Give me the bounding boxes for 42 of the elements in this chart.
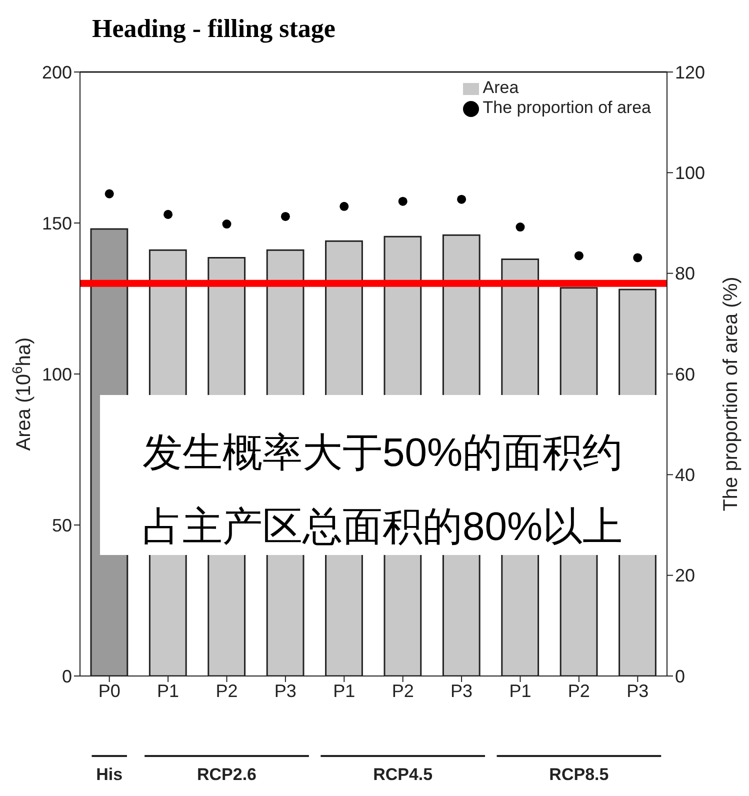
x-tick-label: P1 — [509, 680, 532, 701]
y-tick-label: 200 — [42, 62, 72, 82]
x-tick-label: P3 — [626, 680, 649, 701]
point — [516, 222, 525, 232]
y-tick-label: 50 — [52, 515, 72, 536]
y2-tick-label: 0 — [675, 666, 686, 686]
y2-tick-label: 120 — [675, 62, 706, 82]
y2-tick-label: 60 — [675, 364, 696, 384]
y-tick-label: 100 — [42, 364, 72, 384]
x-tick-label: P1 — [157, 680, 180, 701]
x-tick-label: P1 — [333, 680, 356, 701]
point — [633, 253, 642, 262]
x-tick-label: P2 — [568, 680, 590, 701]
x-tick-label: P2 — [392, 680, 414, 701]
x-tick-label: P0 — [98, 680, 120, 701]
chart-title: Heading - filling stage — [92, 14, 336, 44]
point — [164, 210, 173, 219]
y2-tick-label: 20 — [675, 566, 696, 586]
point — [574, 251, 584, 260]
point — [457, 194, 466, 204]
point — [340, 202, 349, 211]
x-tick-label: P3 — [450, 680, 473, 701]
text: RCP2.6 — [196, 765, 257, 784]
annotation: 发生概率大于50%的面积约 — [142, 431, 623, 475]
text: RCP4.5 — [373, 765, 433, 784]
legend-label: Area — [482, 78, 519, 97]
text: His — [96, 765, 123, 784]
point — [104, 189, 114, 198]
y2-tick-label: 80 — [675, 264, 696, 284]
text: RCP8.5 — [549, 765, 609, 784]
y2-tick-label: 40 — [675, 465, 696, 486]
legend-label: The proportion of area — [482, 98, 651, 117]
point — [280, 212, 290, 221]
annotation: 占主产区总面积的80%以上 — [142, 505, 623, 549]
y2-tick-label: 100 — [675, 163, 706, 184]
point — [222, 220, 232, 229]
x-tick-label: P2 — [216, 680, 238, 701]
y-tick-label: 150 — [42, 213, 72, 234]
point — [398, 196, 408, 206]
y2-axis-title: The proportion of area (%) — [720, 276, 742, 512]
x-tick-label: P3 — [274, 680, 296, 701]
y-tick-label: 0 — [62, 666, 72, 686]
